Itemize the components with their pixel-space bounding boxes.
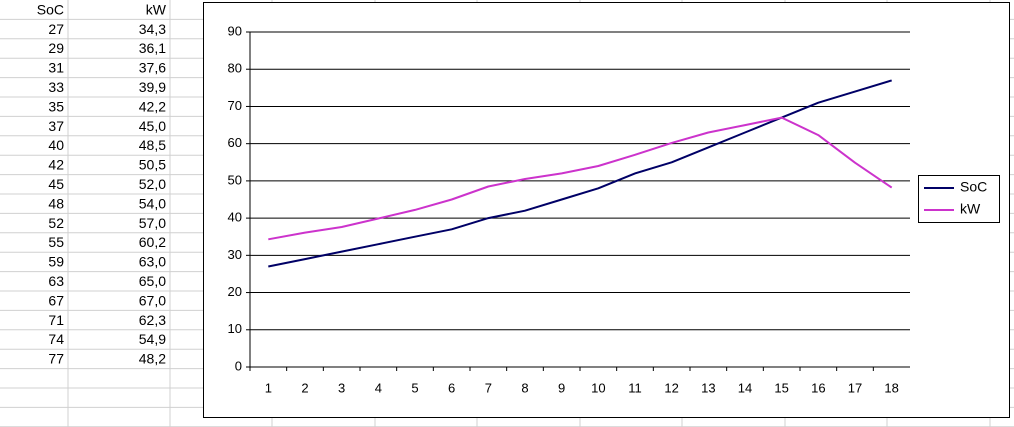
- y-tick-label: 10: [228, 321, 242, 336]
- x-tick-label: 15: [774, 380, 788, 395]
- cell-value: 33: [48, 79, 64, 95]
- cell-value: 55: [48, 234, 64, 250]
- y-tick-label: 20: [228, 284, 242, 299]
- cell-value: 60,2: [139, 234, 166, 250]
- cell-value: 67,0: [139, 292, 166, 308]
- x-tick-label: 9: [558, 380, 565, 395]
- x-tick-label: 4: [375, 380, 382, 395]
- cell-value: 71: [48, 312, 64, 328]
- cell-value: 54,9: [139, 331, 166, 347]
- cell-value: 45,0: [139, 118, 166, 134]
- cell-value: 74: [48, 331, 64, 347]
- cell-value: 62,3: [139, 312, 166, 328]
- cell-value: 77: [48, 351, 64, 367]
- legend-label: kW: [960, 201, 981, 217]
- cell-value: 39,9: [139, 79, 166, 95]
- cell-value: 63,0: [139, 254, 166, 270]
- cell-value: 57,0: [139, 215, 166, 231]
- cell-value: 48,2: [139, 351, 166, 367]
- x-tick-label: 6: [448, 380, 455, 395]
- cell-value: 50,5: [139, 157, 166, 173]
- x-tick-label: 12: [664, 380, 678, 395]
- y-tick-label: 50: [228, 172, 242, 187]
- cell-value: 52,0: [139, 176, 166, 192]
- column-header: kW: [146, 1, 167, 17]
- cell-value: 34,3: [139, 21, 166, 37]
- x-tick-label: 7: [485, 380, 492, 395]
- cell-value: 29: [48, 40, 64, 56]
- cell-value: 35: [48, 98, 64, 114]
- y-tick-label: 40: [228, 210, 242, 225]
- y-tick-label: 70: [228, 98, 242, 113]
- x-tick-label: 1: [265, 380, 272, 395]
- cell-value: 37: [48, 118, 64, 134]
- x-tick-label: 11: [628, 380, 642, 395]
- legend: [918, 175, 1000, 223]
- cell-value: 40: [48, 137, 64, 153]
- series-line: [268, 116, 893, 241]
- cell-value: 65,0: [139, 273, 166, 289]
- chart-area: [203, 2, 1010, 418]
- cell-value: 52: [48, 215, 64, 231]
- y-tick-label: 0: [235, 358, 242, 373]
- x-tick-label: 3: [338, 380, 345, 395]
- x-tick-label: 10: [591, 380, 605, 395]
- cell-value: 31: [48, 60, 64, 76]
- x-tick-label: 2: [301, 380, 308, 395]
- cell-value: 42,2: [139, 98, 166, 114]
- legend-label: SoC: [960, 179, 987, 195]
- cell-value: 63: [48, 273, 64, 289]
- y-tick-label: 90: [228, 23, 242, 38]
- x-tick-label: 14: [738, 380, 752, 395]
- cell-value: 59: [48, 254, 64, 270]
- cell-value: 48: [48, 195, 64, 211]
- cell-value: 42: [48, 157, 64, 173]
- cell-value: 36,1: [139, 40, 166, 56]
- x-tick-label: 18: [884, 380, 898, 395]
- cell-value: 54,0: [139, 195, 166, 211]
- y-tick-label: 80: [228, 61, 242, 76]
- cell-value: 37,6: [139, 60, 166, 76]
- x-tick-label: 17: [848, 380, 862, 395]
- column-header: SoC: [37, 1, 64, 17]
- x-tick-label: 16: [811, 380, 825, 395]
- cell-value: 67: [48, 292, 64, 308]
- cell-value: 45: [48, 176, 64, 192]
- x-tick-label: 5: [411, 380, 418, 395]
- cell-value: 48,5: [139, 137, 166, 153]
- series-line: [268, 79, 892, 268]
- x-tick-label: 13: [701, 380, 715, 395]
- x-tick-label: 8: [521, 380, 528, 395]
- y-tick-label: 60: [228, 135, 242, 150]
- cell-value: 27: [48, 21, 64, 37]
- y-tick-label: 30: [228, 247, 242, 262]
